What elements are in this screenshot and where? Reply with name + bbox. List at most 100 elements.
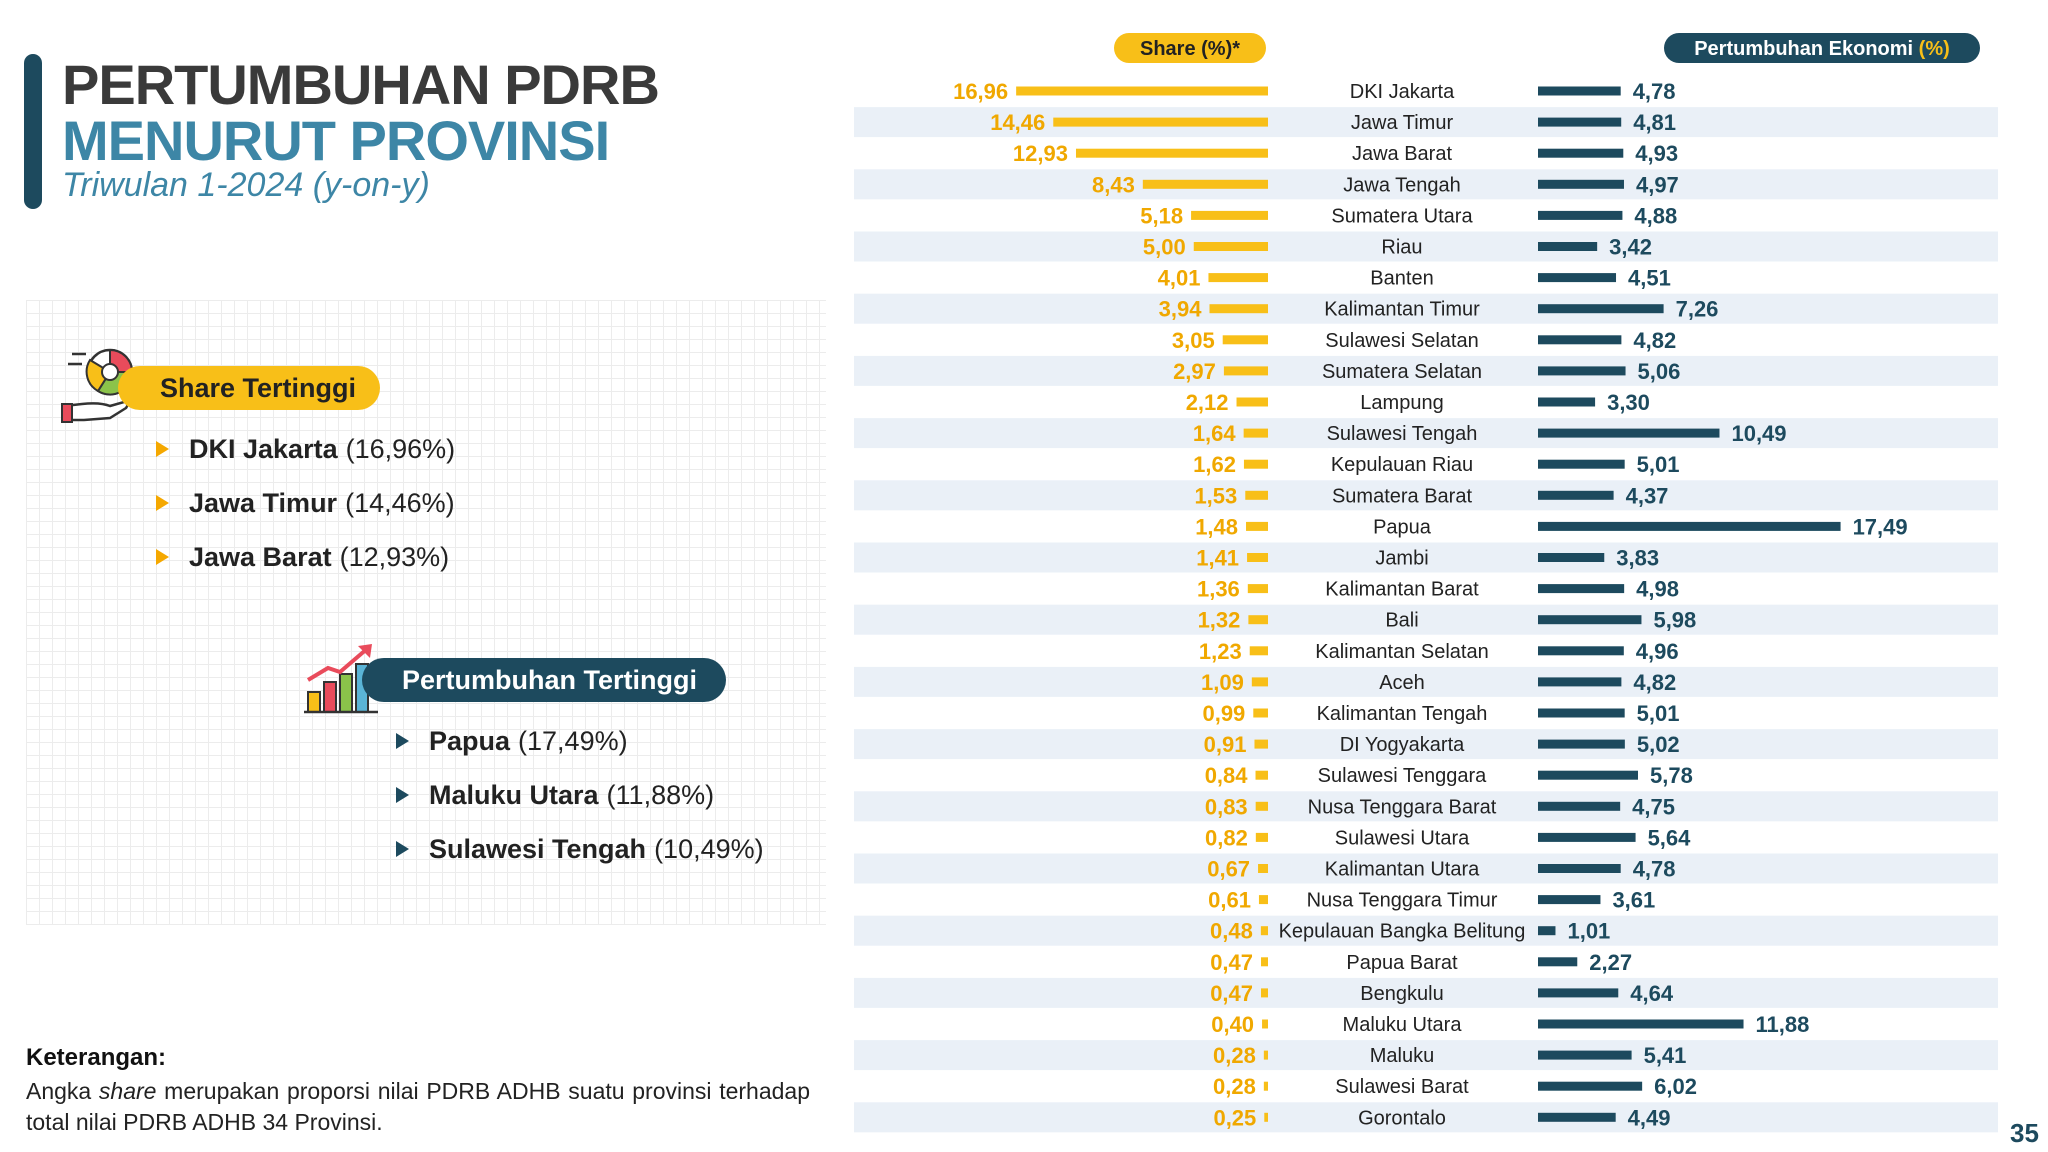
growth-bar: [1538, 490, 1614, 500]
province-label: Sulawesi Utara: [1335, 827, 1470, 849]
row-stripe: [854, 977, 1998, 1008]
share-value-label: 8,43: [1092, 172, 1135, 197]
growth-value-label: 4,51: [1628, 266, 1671, 291]
growth-bar: [1538, 397, 1596, 407]
share-bar: [1016, 86, 1268, 96]
growth-bar: [1538, 273, 1617, 283]
share-value-label: 3,94: [1159, 297, 1203, 322]
growth-highlight-pill: Pertumbuhan Tertinggi: [362, 658, 726, 702]
growth-bar: [1538, 366, 1626, 376]
share-value-label: 0,47: [1210, 981, 1253, 1006]
bullet-triangle-icon: [396, 733, 409, 749]
share-value-label: 1,23: [1199, 639, 1242, 664]
share-value-label: 2,12: [1186, 390, 1229, 415]
share-value-label: 1,41: [1196, 546, 1239, 571]
share-bar: [1075, 148, 1268, 158]
growth-value-label: 3,42: [1609, 235, 1652, 260]
growth-value-label: 5,02: [1637, 732, 1680, 757]
province-label: Kepulauan Riau: [1331, 454, 1473, 476]
growth-bar: [1538, 210, 1623, 220]
growth-value-label: 4,64: [1630, 981, 1674, 1006]
growth-bar: [1538, 832, 1636, 842]
province-label: Maluku: [1370, 1045, 1434, 1067]
growth-value-label: 4,98: [1636, 577, 1679, 602]
note-text: Angka share merupakan proporsi nilai PDR…: [26, 1078, 811, 1135]
row-stripe: [854, 542, 1998, 573]
province-label: Bali: [1385, 610, 1418, 632]
growth-value-label: 4,81: [1633, 110, 1676, 135]
share-value-label: 0,28: [1213, 1074, 1256, 1099]
province-label: Sulawesi Tengah: [1327, 423, 1478, 445]
growth-bar: [1538, 1112, 1616, 1122]
growth-header-pill: [1664, 33, 1980, 63]
share-bar: [1261, 988, 1268, 998]
province-label: Nusa Tenggara Timur: [1307, 890, 1498, 912]
growth-chart-icon: [304, 644, 378, 714]
row-stripe: [854, 666, 1998, 697]
share-bar: [1253, 708, 1268, 718]
growth-bar: [1538, 615, 1642, 625]
share-value-label: 1,36: [1197, 577, 1240, 602]
growth-bar: [1538, 304, 1664, 314]
province-label: Jambi: [1375, 548, 1428, 570]
row-stripe: [854, 853, 1998, 884]
growth-value-label: 4,82: [1633, 328, 1676, 353]
share-bar: [1223, 366, 1268, 376]
growth-value-label: 4,82: [1633, 670, 1676, 695]
share-value-label: 0,82: [1205, 825, 1248, 850]
share-bar: [1053, 117, 1268, 127]
share-value-label: 1,09: [1201, 670, 1244, 695]
share-highlight-item: Jawa Timur (14,46%): [156, 476, 455, 530]
bullet-triangle-icon: [156, 549, 169, 565]
growth-bar: [1538, 926, 1556, 936]
share-value-label: 1,62: [1193, 452, 1236, 477]
province-label: Sumatera Selatan: [1322, 361, 1482, 383]
share-bar: [1222, 335, 1268, 345]
province-label: DI Yogyakarta: [1340, 734, 1465, 756]
share-bar: [1251, 677, 1268, 687]
share-bar: [1255, 832, 1268, 842]
share-highlight-item: Jawa Barat (12,93%): [156, 530, 455, 584]
share-bar: [1262, 1019, 1268, 1029]
province-label: Jawa Barat: [1352, 143, 1452, 165]
row-stripe: [854, 604, 1998, 635]
growth-value-label: 5,98: [1653, 608, 1696, 633]
page-subtitle: Triwulan 1-2024 (y-on-y): [62, 166, 430, 204]
growth-bar: [1538, 428, 1720, 438]
growth-value-label: 5,01: [1637, 452, 1680, 477]
share-bar: [1255, 801, 1268, 811]
growth-highlight-list: Papua (17,49%) Maluku Utara (11,88%) Sulaw…: [396, 714, 764, 876]
province-label: DKI Jakarta: [1350, 81, 1455, 103]
growth-value-label: 5,41: [1644, 1043, 1687, 1068]
growth-value-label: 4,49: [1628, 1105, 1671, 1130]
share-value-label: 5,18: [1140, 203, 1183, 228]
share-bar: [1191, 210, 1268, 220]
pie-chart-hand-icon: [61, 348, 134, 423]
growth-bar: [1538, 677, 1622, 687]
growth-value-label: 11,88: [1756, 1012, 1810, 1037]
share-value-label: 0,99: [1202, 701, 1245, 726]
bullet-triangle-icon: [156, 441, 169, 457]
growth-value-label: 5,64: [1648, 825, 1692, 850]
growth-header-label: Pertumbuhan Ekonomi (%): [1694, 38, 1950, 60]
growth-value-label: 6,02: [1654, 1074, 1697, 1099]
note-title: Keterangan:: [26, 1044, 167, 1071]
growth-value-label: 4,93: [1635, 141, 1678, 166]
row-stripe: [854, 169, 1998, 200]
bullet-triangle-icon: [156, 495, 169, 511]
page-title-line1: PERTUMBUHAN PDRB: [62, 53, 660, 116]
share-bar: [1258, 895, 1268, 905]
province-label: Sumatera Barat: [1332, 485, 1473, 507]
growth-bar: [1538, 1050, 1632, 1060]
growth-bar: [1538, 148, 1624, 158]
province-label: Gorontalo: [1358, 1107, 1446, 1129]
share-bar: [1248, 615, 1268, 625]
share-value-label: 5,00: [1143, 235, 1186, 260]
growth-value-label: 4,96: [1636, 639, 1679, 664]
row-stripe: [854, 480, 1998, 511]
share-bar: [1263, 1050, 1268, 1060]
growth-value-label: 4,37: [1626, 483, 1669, 508]
share-bar: [1246, 521, 1268, 531]
share-value-label: 0,48: [1210, 919, 1253, 944]
share-bar: [1193, 242, 1268, 251]
